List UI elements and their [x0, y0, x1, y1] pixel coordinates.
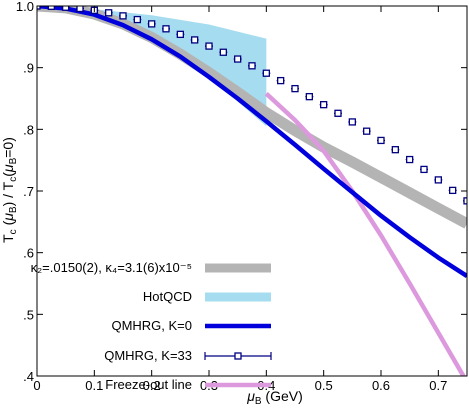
x-tick-label: 0 [33, 378, 40, 393]
x-tick-label: 0.5 [315, 378, 333, 393]
k33-point [305, 93, 313, 101]
k33-point [105, 9, 113, 17]
y-tick-label: .6 [23, 246, 34, 261]
x-tick-label: 0.2 [143, 378, 161, 393]
k33-point [162, 25, 170, 33]
plot-content [37, 6, 467, 376]
k33-point [205, 42, 213, 50]
y-tick-label: .8 [23, 122, 34, 137]
k33-point [176, 30, 184, 39]
k33-point [391, 146, 399, 154]
k33-point [363, 127, 371, 135]
k33-point [262, 69, 270, 77]
k33-point [62, 6, 70, 11]
k33-point [133, 15, 141, 24]
k33-point [37, 6, 41, 10]
k33-point [148, 20, 156, 28]
y-tick-label: .7 [23, 184, 34, 199]
legend-label: Freeze-out line [105, 377, 192, 392]
k33-point [406, 155, 414, 164]
y-tick-label: .4 [23, 369, 34, 384]
freeze-out-line [264, 91, 467, 376]
k33-point [277, 76, 285, 85]
y-tick-label: 1.0 [16, 0, 34, 14]
y-axis-label: Tc (μB) / Tc(μB=0) [0, 137, 19, 243]
k33-point [449, 186, 457, 195]
legend-label: κ₂=.0150(2), κ₄=3.1(6)x10⁻⁵ [31, 260, 192, 275]
k33-point [119, 12, 127, 20]
k33-point [234, 55, 242, 63]
hotqcd-band [37, 6, 267, 127]
legend-swatch-marker [234, 352, 242, 360]
k33-point [434, 176, 442, 184]
x-tick-label: 0.1 [85, 378, 103, 393]
y-tick-label: .9 [23, 61, 34, 76]
k33-point [320, 101, 328, 109]
k33-point [248, 62, 256, 70]
legend-label: QMHRG, K=33 [104, 348, 192, 363]
x-tick-label: 0.6 [372, 378, 390, 393]
k33-point [348, 118, 356, 126]
k33-point [76, 6, 84, 13]
x-tick-label: 0.7 [429, 378, 447, 393]
k33-point [463, 197, 467, 205]
legend: κ₂=.0150(2), κ₄=3.1(6)x10⁻⁵ HotQCD QMHRG, … [31, 260, 272, 392]
legend-label: QMHRG, K=0 [111, 318, 192, 333]
legend-label: HotQCD [143, 289, 192, 304]
k33-point [219, 48, 227, 56]
axis-ticks: 00.10.20.30.40.50.60.7.4.5.6.7.8.91.0 [16, 0, 467, 393]
k33-point [420, 165, 428, 174]
x-axis-label: μB (GeV) [246, 388, 303, 407]
k33-point [377, 136, 385, 145]
k33-point [291, 84, 299, 93]
qmhrg-k0-line [37, 6, 467, 278]
k33-point [334, 109, 342, 117]
y-tick-label: .5 [23, 307, 34, 322]
k33-point [191, 36, 199, 44]
